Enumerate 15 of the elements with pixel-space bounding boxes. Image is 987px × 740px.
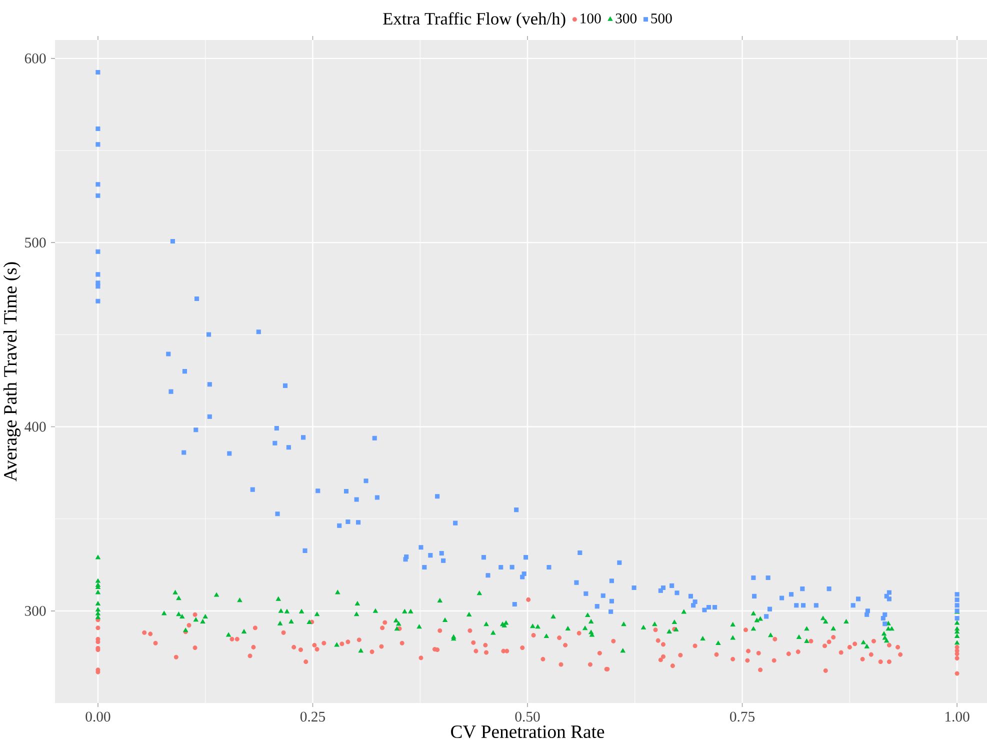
- x-tick-label: 0.00: [86, 712, 110, 722]
- x-tick-label: 0.75: [730, 712, 755, 722]
- y-tick-label: 300: [25, 606, 46, 616]
- y-tick-label: 600: [24, 53, 46, 64]
- legend-label: 300: [616, 13, 637, 24]
- x-tick-label: 1.00: [946, 712, 970, 722]
- legend-label: 500: [651, 13, 672, 24]
- y-axis-title: Average Path Travel Time (s): [3, 262, 20, 482]
- legend-label: 100: [580, 13, 601, 24]
- x-tick-label: 0.25: [300, 712, 325, 722]
- legend-title: Extra Traffic Flow (veh/h): [383, 12, 566, 28]
- y-tick-label: 400: [24, 422, 46, 432]
- y-tick-label: 500: [25, 238, 46, 248]
- x-tick-label: 0.50: [515, 712, 540, 722]
- x-axis-title: CV Penetration Rate: [451, 725, 604, 738]
